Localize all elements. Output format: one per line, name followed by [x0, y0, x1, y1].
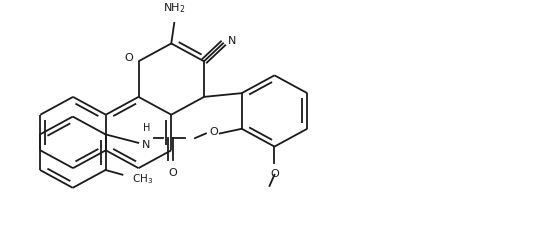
Text: N: N [227, 36, 236, 46]
Text: NH$_2$: NH$_2$ [163, 2, 185, 15]
Text: O: O [270, 169, 279, 179]
Text: O: O [209, 127, 218, 137]
Text: O: O [124, 53, 133, 64]
Text: O: O [169, 168, 178, 178]
Text: CH$_3$: CH$_3$ [132, 172, 153, 186]
Text: N: N [142, 140, 151, 150]
Text: H: H [143, 123, 150, 134]
